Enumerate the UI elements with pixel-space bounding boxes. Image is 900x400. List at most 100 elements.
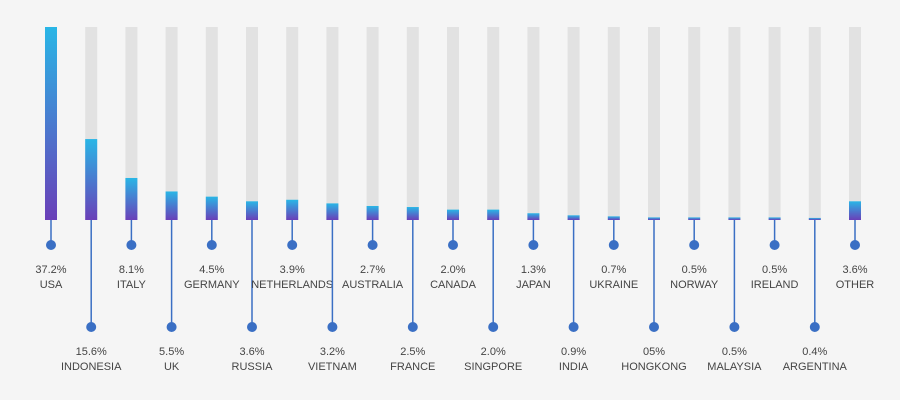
category-label-canada: CANADA [430, 279, 477, 291]
bar-canada [447, 209, 459, 220]
bar-track-italy [125, 27, 138, 220]
category-label-usa: USA [40, 279, 63, 291]
bar-singpore [487, 209, 500, 220]
marker-dot-ireland [769, 240, 780, 250]
category-label-australia: AUSTRALIA [342, 279, 404, 291]
bar-hongkong [648, 217, 660, 220]
category-label-france: FRANCE [390, 361, 435, 373]
bar-track-hongkong [648, 27, 660, 220]
category-label-hongkong: HONGKONG [621, 361, 686, 373]
bar-track-ireland [768, 27, 781, 220]
category-label-netherlands: NETHERLANDS [251, 279, 333, 291]
data-label-usa: 37.2% [35, 264, 66, 276]
marker-dot-france [407, 322, 418, 332]
data-label-norway: 0.5% [682, 264, 707, 276]
marker-dot-norway [689, 240, 700, 250]
bar-track-uk [165, 27, 178, 220]
data-label-india: 0.9% [561, 346, 586, 358]
bar-argentina [808, 217, 821, 220]
data-label-russia: 3.6% [239, 346, 264, 358]
category-label-other: OTHER [836, 279, 875, 291]
bar-usa [45, 27, 57, 220]
bar-track-argentina [808, 27, 821, 220]
data-label-hongkong: 05% [643, 346, 665, 358]
bar-uk [165, 191, 178, 220]
marker-dot-argentina [809, 322, 820, 332]
marker-dot-malaysia [729, 322, 740, 332]
category-label-ireland: IRELAND [751, 279, 799, 291]
category-label-germany: GERMANY [184, 279, 240, 291]
category-label-italy: ITALY [117, 279, 147, 291]
marker-dot-other [850, 240, 860, 250]
bar-germany [205, 196, 218, 220]
data-label-ukraine: 0.7% [601, 264, 626, 276]
bar-track-norway [688, 27, 701, 220]
bar-track-malaysia [728, 27, 741, 220]
data-label-malaysia: 0.5% [722, 346, 747, 358]
bar-malaysia [728, 217, 741, 220]
bar-track-india [567, 27, 580, 220]
marker-dot-japan [528, 240, 539, 250]
bar-norway [688, 217, 701, 220]
category-label-norway: NORWAY [670, 279, 719, 291]
category-label-malaysia: MALAYSIA [707, 361, 762, 373]
bar-ukraine [607, 216, 620, 220]
bar-france [406, 207, 419, 220]
marker-dot-russia [247, 322, 257, 332]
marker-dot-vietnam [327, 322, 338, 332]
marker-dot-usa [46, 240, 56, 250]
marker-dot-india [568, 322, 579, 332]
bar-ireland [768, 217, 781, 220]
data-label-argentina: 0.4% [802, 346, 827, 358]
marker-dot-canada [448, 240, 458, 250]
category-label-argentina: ARGENTINA [783, 361, 848, 373]
category-label-japan: JAPAN [516, 279, 551, 291]
category-label-indonesia: INDONESIA [61, 361, 122, 373]
bar-italy [125, 177, 138, 220]
data-label-vietnam: 3.2% [320, 346, 345, 358]
data-label-ireland: 0.5% [762, 264, 787, 276]
data-label-japan: 1.3% [521, 264, 546, 276]
category-label-singpore: SINGPORE [464, 361, 522, 373]
bar-track-netherlands [286, 27, 299, 220]
data-label-netherlands: 3.9% [280, 264, 305, 276]
bar-track-canada [447, 27, 459, 220]
data-label-canada: 2.0% [440, 264, 465, 276]
marker-dot-indonesia [86, 322, 97, 332]
category-label-ukraine: UKRAINE [589, 279, 638, 291]
marker-dot-uk [166, 322, 177, 332]
data-label-italy: 8.1% [119, 264, 144, 276]
marker-dot-australia [367, 240, 378, 250]
category-label-uk: UK [164, 361, 180, 373]
category-label-russia: RUSSIA [232, 361, 274, 373]
bar-australia [366, 205, 379, 220]
category-label-india: INDIA [559, 361, 589, 373]
bar-vietnam [326, 203, 339, 220]
bar-track-ukraine [607, 27, 620, 220]
bar-other [849, 201, 861, 220]
bar-track-singpore [487, 27, 500, 220]
marker-dot-germany [206, 240, 217, 250]
marker-dot-singpore [488, 322, 499, 332]
bar-track-france [406, 27, 419, 220]
bar-netherlands [286, 199, 299, 220]
marker-dot-ukraine [608, 240, 619, 250]
bar-track-japan [527, 27, 540, 220]
bar-japan [527, 213, 540, 220]
bar-india [567, 215, 580, 220]
data-label-australia: 2.7% [360, 264, 385, 276]
bar-track-russia [246, 27, 258, 220]
category-label-vietnam: VIETNAM [308, 361, 357, 373]
bar-track-other [849, 27, 861, 220]
bar-track-germany [205, 27, 218, 220]
data-label-germany: 4.5% [199, 264, 224, 276]
bar-indonesia [85, 139, 98, 220]
bar-track-vietnam [326, 27, 339, 220]
data-label-singpore: 2.0% [481, 346, 506, 358]
data-label-indonesia: 15.6% [76, 346, 107, 358]
marker-dot-hongkong [649, 322, 659, 332]
marker-dot-netherlands [287, 240, 298, 250]
data-label-uk: 5.5% [159, 346, 184, 358]
bar-track-australia [366, 27, 379, 220]
